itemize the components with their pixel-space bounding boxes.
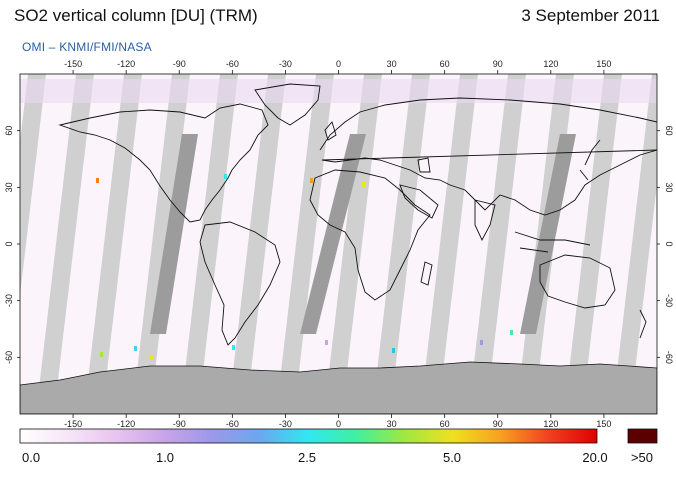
so2-speck [232,345,235,350]
africa-coast [309,169,431,301]
greenland-coast [254,83,321,126]
swath-gap [468,74,526,414]
latitude-ticks-right: 60 30 0 -30 -60 [657,126,674,364]
lon-tick-label-top: -90 [173,59,186,69]
swath-gap [132,74,190,414]
north-america-coast [58,103,269,223]
lon-tick-label-top: -30 [279,59,292,69]
colorbar-label-overflow: >50 [630,450,654,465]
colorbar-overflow-swatch [627,428,658,444]
swath-gap [36,74,94,414]
swath-gap [564,74,622,414]
lon-tick-label-bottom: -120 [117,419,135,429]
map-date: 3 September 2011 [521,6,660,25]
lat-tick-label-left: 30 [4,182,14,192]
lon-tick-label-bottom: 120 [543,419,558,429]
lon-tick-label-bottom: 0 [336,419,341,429]
so2-speck [510,330,513,335]
lon-tick-label-bottom: -30 [279,419,292,429]
colorbar-label-max: 20.0 [582,450,608,465]
lat-tick-label-right: 0 [664,241,674,246]
japan-coast [579,139,601,181]
lon-tick-label-top: -120 [117,59,135,69]
swath-gap [420,74,478,414]
lat-tick-label-left: -60 [4,351,14,364]
arctic-so2-band [20,79,657,103]
so2-speck [480,340,483,345]
swath-gap [276,74,334,414]
so2-hotspots [96,174,513,360]
so2-speck [134,346,137,351]
so2-speck [96,178,99,183]
lat-tick-label-right: -30 [664,294,674,307]
lon-tick-label-bottom: 30 [387,419,397,429]
south-america-coast [199,221,281,346]
swath-gap [180,74,238,414]
colorbar-label-3: 5.0 [442,450,462,465]
lon-tick-label-top: 120 [543,59,558,69]
longitude-ticks-bottom: -150 -120 -90 -60 -30 0 30 60 90 120 150 [64,414,611,429]
swath-gap [84,74,142,414]
lon-tick-label-bottom: 150 [596,419,611,429]
so2-speck [310,178,313,183]
antarctica-landmass [20,361,657,414]
india-coast [474,199,496,242]
new-zealand-coast [639,309,647,339]
lon-tick-label-bottom: -60 [226,419,239,429]
lon-tick-label-bottom: 90 [493,419,503,429]
colorbar-label-1: 1.0 [155,450,175,465]
swath-gap [372,74,430,414]
lon-tick-label-top: 0 [336,59,341,69]
colorbar-label-2: 2.5 [297,450,317,465]
swath-gap [612,74,657,414]
lat-tick-label-left: -30 [4,294,14,307]
lon-tick-label-top: -60 [226,59,239,69]
lat-tick-label-right: 30 [664,182,674,192]
so2-speck [325,340,328,345]
so2-speck [362,182,365,187]
lon-tick-label-top: 150 [596,59,611,69]
caspian-coast [417,157,431,173]
colorbar-gradient [19,428,598,444]
orbit-swaths [20,74,657,414]
data-source-credit: OMI – KNMI/FMI/NASA [22,40,152,54]
colorbar-label-min: 0.0 [22,450,41,465]
so2-speck [392,348,395,353]
swath-overlap [300,134,366,334]
lon-tick-label-top: -150 [64,59,82,69]
map-title: SO2 vertical column [DU] (TRM) [14,6,258,25]
so2-speck [100,352,103,357]
lon-tick-label-top: 30 [387,59,397,69]
uk-coast [324,121,337,141]
lat-tick-label-left: 60 [4,126,14,136]
australia-coast [539,254,616,309]
so2-speck [150,355,153,360]
lon-tick-label-bottom: -150 [64,419,82,429]
lon-tick-label-top: 90 [493,59,503,69]
lat-tick-label-left: 0 [4,241,14,246]
so2-speck [224,174,227,179]
lat-tick-label-right: -60 [664,351,674,364]
lon-tick-label-bottom: -90 [173,419,186,429]
swath-gap [20,74,46,295]
lon-tick-label-top: 60 [440,59,450,69]
latitude-ticks-left: 60 30 0 -30 -60 [4,126,20,364]
longitude-ticks-top: -150 -120 -90 -60 -30 0 30 60 90 120 150 [64,59,611,74]
swath-overlap [150,134,198,334]
swath-overlap [520,134,576,334]
lat-tick-label-right: 60 [664,126,674,136]
swath-gap [228,74,286,414]
arabia-coast [399,184,439,219]
lon-tick-label-bottom: 60 [440,419,450,429]
madagascar-coast [420,261,433,286]
indonesia-coast [514,231,591,253]
coastlines [58,83,657,346]
